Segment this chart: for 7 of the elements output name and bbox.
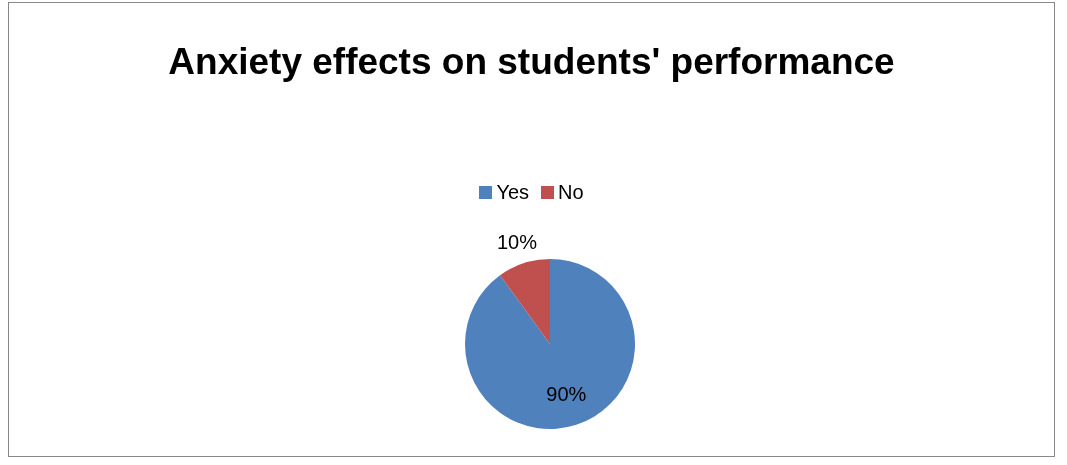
pie-slice <box>465 259 635 429</box>
legend-label: No <box>558 181 584 204</box>
chart-title: Anxiety effects on students' performance <box>167 41 896 83</box>
pie-slice <box>500 259 550 344</box>
data-label: 10% <box>496 231 538 254</box>
data-label: 90% <box>546 383 587 406</box>
legend-label: Yes <box>496 181 530 204</box>
